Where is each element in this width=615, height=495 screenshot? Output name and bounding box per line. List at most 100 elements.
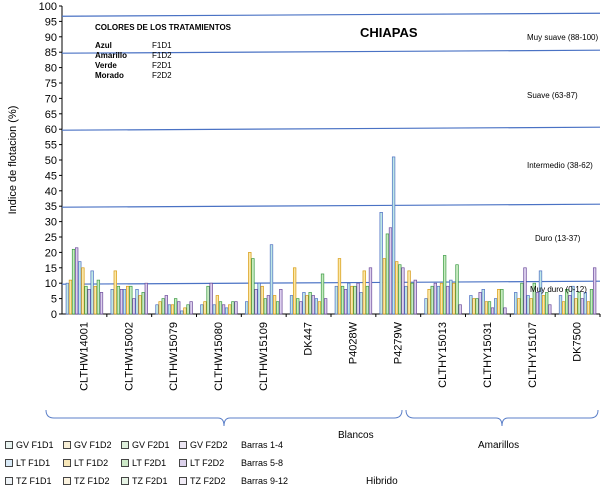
group-braces <box>45 409 599 427</box>
legend-swatch <box>63 477 71 485</box>
bar <box>430 285 434 315</box>
y-tick-label: 0 <box>51 309 57 321</box>
bar <box>404 285 408 315</box>
legend-item: LT F2D2 <box>179 454 237 472</box>
legend-item: LT F1D1 <box>5 454 63 472</box>
y-tick-label: 45 <box>45 170 57 182</box>
y-tick-label: 20 <box>45 247 57 259</box>
bar <box>379 212 383 315</box>
legend-label: LT F1D1 <box>16 458 51 468</box>
bar <box>167 304 172 315</box>
bar <box>395 261 399 315</box>
bar <box>158 301 162 315</box>
x-axis-labels: CLTHW14001 CLTHW15002 CLTHW15079 CLTHW15080… <box>78 321 583 390</box>
bar <box>144 282 148 315</box>
bar <box>228 304 232 315</box>
legend-label: GV F1D2 <box>74 440 112 450</box>
bar <box>592 267 597 315</box>
bar <box>231 301 235 315</box>
zone-label-duro: Duro (13-37) <box>535 234 581 243</box>
zone-label-suave: Suave (63-87) <box>527 91 578 100</box>
bar <box>410 282 414 315</box>
legend-swatch <box>179 477 187 485</box>
bar <box>481 289 485 315</box>
bar <box>449 279 453 315</box>
color-key-code-4: F2D2 <box>152 71 172 80</box>
bar <box>200 304 204 315</box>
legend-item: TZ F2D2 <box>179 472 237 490</box>
legend-label: GV F2D1 <box>132 440 170 450</box>
bar <box>81 267 85 315</box>
bar <box>571 285 575 315</box>
bar <box>545 292 549 315</box>
legend-swatch <box>179 441 187 449</box>
bar <box>173 298 178 315</box>
footer-label-hibrido: Hibrido <box>366 476 398 487</box>
bar <box>78 261 82 315</box>
legend-note: Barras 5-8 <box>241 458 284 468</box>
group-label-blancos: Blancos <box>338 430 374 441</box>
bar <box>279 289 283 315</box>
x-tick-label: P4028W <box>347 321 359 364</box>
bar <box>99 292 104 315</box>
bar <box>254 289 258 315</box>
bar <box>276 301 280 315</box>
bar <box>272 295 277 315</box>
bar <box>138 295 142 315</box>
bar <box>586 301 591 315</box>
y-tick-label: 25 <box>45 232 57 244</box>
x-tick-label: CLTHY15013 <box>437 322 449 388</box>
bar <box>401 267 405 315</box>
legend-label: LT F2D1 <box>132 458 167 468</box>
bar <box>302 292 306 315</box>
bar <box>494 298 498 315</box>
bar <box>475 298 479 315</box>
x-tick-label: CLTHW14001 <box>78 322 90 391</box>
legend-item: LT F1D2 <box>63 454 121 472</box>
bar <box>164 295 168 315</box>
y-tick-label: 75 <box>45 78 57 90</box>
color-key-code-1: F1D1 <box>152 41 172 50</box>
bar <box>93 285 97 315</box>
bar <box>186 304 190 315</box>
bar <box>87 289 91 315</box>
bar <box>362 270 366 315</box>
bar <box>436 285 441 315</box>
zone-label-muy-suave: Muy suave (88-100) <box>527 33 598 42</box>
bar <box>314 298 318 315</box>
bar <box>439 282 444 315</box>
bar <box>391 156 396 315</box>
threshold-line <box>61 203 601 208</box>
bar <box>398 264 402 315</box>
threshold-line <box>61 126 601 131</box>
bottom-legend: GV F1D1 GV F1D2 GV F2D1 GV F2D2 Barras 1… <box>5 436 288 490</box>
legend-label: TZ F1D2 <box>74 476 110 486</box>
bar <box>487 301 492 315</box>
y-tick-label: 70 <box>45 93 57 105</box>
y-tick-label: 60 <box>45 124 57 136</box>
y-tick-label: 50 <box>45 155 57 167</box>
bar <box>407 270 411 315</box>
bar <box>446 285 450 315</box>
bar <box>469 295 473 315</box>
chart-title: CHIAPAS <box>360 25 418 40</box>
threshold-lines <box>61 12 601 285</box>
bar <box>129 285 133 315</box>
bar <box>203 301 207 315</box>
bar <box>206 285 210 315</box>
legend-swatch <box>63 459 71 467</box>
legend-label: TZ F1D1 <box>16 476 52 486</box>
bar <box>548 304 552 315</box>
bar <box>308 292 312 315</box>
bar <box>337 258 342 315</box>
bar <box>541 295 546 315</box>
bar <box>359 292 363 315</box>
bar <box>385 233 390 315</box>
legend-label: LT F2D2 <box>190 458 225 468</box>
y-tick-label: 55 <box>45 140 57 152</box>
y-axis: 0 5 10 15 20 25 30 35 40 45 50 55 60 65 70 75 80 85 90 95 10… <box>39 1 600 321</box>
bar <box>251 258 255 315</box>
bar <box>245 301 249 315</box>
color-key-title: COLORES DE LOS TRATAMIENTOS <box>95 23 232 32</box>
